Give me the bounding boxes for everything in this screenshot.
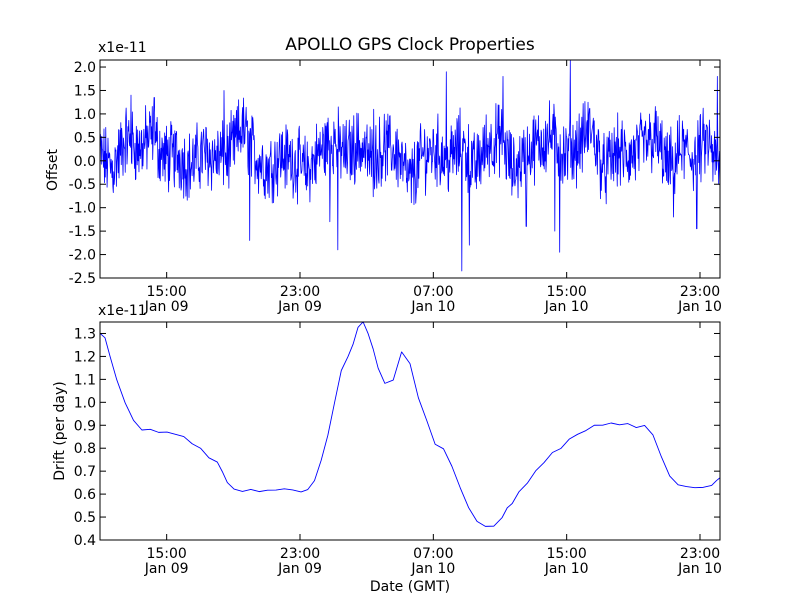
offset-x-tick-date: Jan 10	[677, 299, 722, 315]
drift-x-tick-time: 15:00	[546, 546, 586, 562]
drift-x-axis-label: Date (GMT)	[370, 579, 450, 595]
offset-x-tick-time: 23:00	[280, 284, 320, 300]
offset-y-tick-label: 0.5	[74, 130, 96, 146]
offset-ticks-group: -2.5 -2.0 -1.5 -1.0 -0.5 0.0 0.5 1.0 1.5 2.0 15:00…	[69, 60, 722, 315]
drift-y-tick-label: 1.0	[74, 395, 96, 411]
offset-x-tick-date: Jan 10	[410, 299, 455, 315]
offset-y-axis-label: Offset	[45, 148, 61, 191]
drift-y-tick-label: 1.2	[74, 349, 96, 365]
drift-series-group	[99, 321, 721, 527]
drift-y-tick-label: 0.5	[74, 510, 96, 526]
drift-x-tick-date: Jan 10	[410, 561, 455, 577]
chart-title: APOLLO GPS Clock Properties	[285, 35, 535, 55]
offset-series-group	[99, 59, 721, 272]
offset-y-tick-label: 2.0	[74, 60, 96, 76]
offset-series-line	[99, 59, 721, 272]
offset-y-tick-label: 1.5	[74, 83, 96, 99]
drift-x-tick-date: Jan 09	[144, 561, 189, 577]
drift-y-tick-label: 0.8	[74, 441, 96, 457]
offset-y-tick-label: 1.0	[74, 107, 96, 123]
offset-scale-label: x1e-11	[98, 40, 147, 56]
offset-y-tick-label: -2.0	[69, 248, 96, 264]
offset-x-tick-date: Jan 09	[277, 299, 322, 315]
drift-x-tick-date: Jan 09	[277, 561, 322, 577]
drift-y-tick-label: 1.3	[74, 326, 96, 342]
drift-series-line	[99, 321, 721, 527]
drift-x-tick-time: 23:00	[280, 546, 320, 562]
drift-x-tick-time: 23:00	[680, 546, 720, 562]
drift-scale-label: x1e-11	[98, 303, 147, 319]
drift-x-tick-date: Jan 10	[677, 561, 722, 577]
offset-x-tick-time: 15:00	[146, 284, 186, 300]
drift-x-tick-time: 07:00	[413, 546, 453, 562]
offset-x-tick-date: Jan 09	[144, 299, 189, 315]
offset-x-tick-time: 23:00	[680, 284, 720, 300]
drift-panel: x1e-11 Drift (per day) Date (GMT) 0.4 0.5…	[52, 303, 722, 595]
drift-x-tick-date: Jan 10	[544, 561, 589, 577]
offset-y-tick-label: 0.0	[74, 154, 96, 170]
offset-panel: APOLLO GPS Clock Properties x1e-11 Offse…	[45, 35, 722, 315]
drift-y-tick-label: 0.7	[74, 464, 96, 480]
drift-y-tick-label: 1.1	[74, 372, 96, 388]
offset-x-tick-date: Jan 10	[544, 299, 589, 315]
drift-y-tick-label: 0.9	[74, 418, 96, 434]
drift-x-tick-time: 15:00	[146, 546, 186, 562]
offset-x-tick-time: 07:00	[413, 284, 453, 300]
offset-y-tick-label: -1.5	[69, 224, 96, 240]
drift-y-tick-label: 0.4	[74, 533, 96, 549]
drift-plot-frame	[99, 321, 721, 541]
offset-plot-frame	[99, 59, 721, 279]
offset-y-tick-label: -1.0	[69, 201, 96, 217]
drift-y-tick-label: 0.6	[74, 487, 96, 503]
offset-y-tick-label: -2.5	[69, 271, 96, 287]
offset-x-tick-time: 15:00	[546, 284, 586, 300]
offset-y-tick-label: -0.5	[69, 177, 96, 193]
drift-y-axis-label: Drift (per day)	[52, 381, 68, 480]
